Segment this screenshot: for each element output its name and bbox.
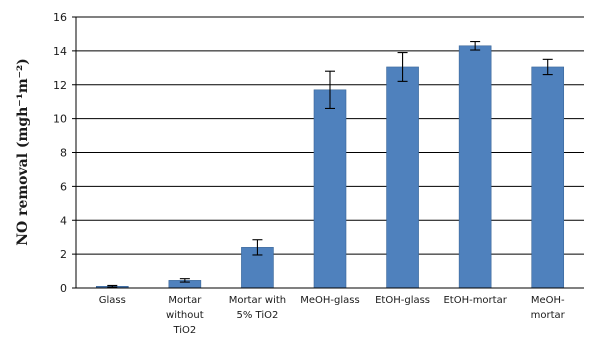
x-tick-label-line: EtOH-glass [375,295,430,306]
y-tick-label: 6 [60,180,67,193]
error-bar [397,52,408,82]
y-tick-label: 4 [60,214,67,227]
bar [458,45,492,289]
bar [386,66,419,289]
y-axis-label: NO removal (mgh⁻¹m⁻²) [15,58,31,246]
x-tick-label: MeOH-glass [300,295,359,306]
x-tick-label: Mortar with 5% TiO2 [229,295,286,321]
x-tick-label: Glass [99,295,126,306]
x-tick-label-line: MeOH-glass [300,295,359,306]
x-tick-label-line: TiO2 [172,325,196,336]
axes [72,16,584,289]
x-tick-label-line: 5% TiO2 [236,310,278,321]
x-tick-label-line: mortar [531,310,566,321]
error-bars [107,41,553,288]
y-tick-label: 16 [53,11,67,24]
x-tick-label-line: Mortar with [229,295,286,306]
y-tick-label: 2 [60,248,67,261]
error-bar [179,278,190,283]
x-tick-label: EtOH-glass [375,295,430,306]
error-bar [252,239,263,256]
y-tick-label: 14 [53,45,67,58]
y-tick-label: 12 [53,79,67,92]
error-bar [107,284,118,288]
x-tick-label-line: Glass [99,295,126,306]
bar [313,89,347,289]
y-tick-labels: 0 2 4 6 8 10 12 14 16 [53,11,67,295]
bar [531,66,565,289]
y-tick-label: 8 [60,147,67,160]
x-tick-label: EtOH-mortar [443,295,507,306]
error-bar [542,58,553,76]
x-tick-labels: Glass Mortar without TiO2 Mortar with 5% TiO2… [99,295,566,336]
x-tick-label-line: MeOH- [531,295,565,306]
error-bar [325,70,335,110]
x-tick-label: Mortar without TiO2 [166,295,204,336]
x-tick-label-line: Mortar [168,295,202,306]
x-tick-label-line: EtOH-mortar [443,295,507,306]
error-bar [470,41,481,51]
y-tick-label: 0 [60,282,67,295]
y-tick-label: 10 [53,113,67,126]
x-tick-label-line: without [166,310,204,321]
x-tick-label: MeOH-mortar [531,295,566,321]
